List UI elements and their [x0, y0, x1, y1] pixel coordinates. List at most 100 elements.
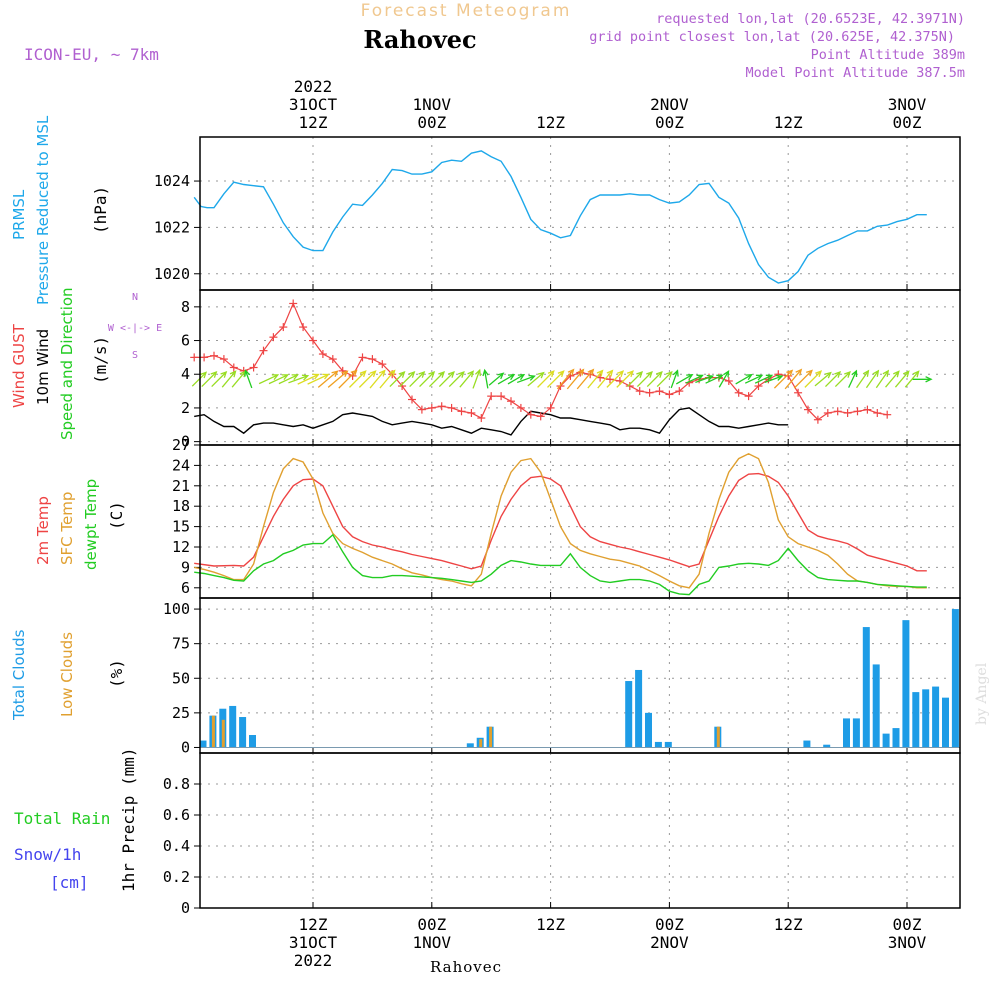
side-label-snow: Snow/1h [14, 845, 81, 864]
wind-arrow [497, 373, 516, 385]
wind-arrow [482, 368, 489, 389]
y-tick-label: 12 [172, 538, 190, 556]
wind-arrow-shaft [764, 375, 783, 384]
gust-point [536, 412, 545, 421]
wind-arrow-shaft [904, 370, 920, 388]
bottom-hour-label: 00Z [893, 915, 922, 934]
wind-arrow-shaft [349, 370, 367, 388]
wind-arrow-head [229, 370, 237, 378]
wind-arrow [556, 368, 575, 390]
wind-arrow-head [517, 373, 526, 381]
wind-arrow [646, 370, 663, 388]
wind-arrow-shaft [566, 369, 584, 390]
side-label-wind: 10m Wind [34, 329, 52, 405]
bar-total-clouds [645, 712, 652, 748]
panel-2: 6 9 12 15 18 21 24 27 2m Temp SFC Temp dewpt Temp (… [34, 436, 961, 599]
y-tick-label: 0.2 [163, 868, 190, 886]
side-label-prmsl: PRMSL [10, 189, 28, 240]
wind-arrow [885, 370, 900, 388]
wind-arrow [399, 370, 416, 388]
wind-arrow-head [596, 369, 604, 377]
series-dewpt [194, 533, 927, 596]
point-altitude: Point Altitude 389m [811, 47, 965, 63]
wind-arrow-head [369, 370, 377, 378]
side-label-total-clouds: Total Clouds [10, 629, 28, 721]
y-tick-label: 15 [172, 518, 190, 536]
bottom-date-label: 2NOV [650, 933, 689, 952]
bar-total-clouds [892, 728, 900, 748]
bar-total-clouds [229, 705, 237, 748]
gust-point [606, 375, 614, 384]
wind-arrow-shaft [856, 370, 869, 389]
wind-arrow-shaft [507, 374, 525, 385]
wind-arrow-shaft [379, 370, 396, 389]
wind-arrow-shaft [894, 370, 910, 388]
wind-arrow-shaft [258, 374, 279, 385]
bar-total-clouds [862, 627, 870, 748]
wind-arrow-head [359, 370, 367, 378]
wind-arrow-shaft [472, 369, 481, 389]
gust-point [477, 414, 486, 423]
bar-low-clouds [221, 719, 225, 748]
wind-arrow-shaft [317, 370, 338, 388]
bar-total-clouds [239, 717, 247, 748]
wind-arrow [258, 374, 280, 385]
gust-point [249, 363, 258, 372]
y-tick-label: 0.8 [163, 775, 190, 793]
wind-arrow-shaft [191, 371, 207, 387]
gust-point [843, 408, 852, 417]
wind-arrow-head [408, 370, 416, 378]
bottom-year-label: 2022 [294, 951, 333, 970]
gust-point [457, 407, 466, 416]
wind-arrow-head [474, 368, 481, 377]
compass-s: S [132, 350, 138, 361]
wind-arrow [825, 370, 842, 388]
bar-total-clouds [872, 664, 880, 748]
side-label-gust: Wind GUST [10, 323, 28, 408]
bar-total-clouds [882, 733, 890, 748]
y-tick-label: 24 [172, 456, 190, 474]
y-tick-label: 0 [181, 738, 190, 756]
y-tick-label: 21 [172, 477, 190, 495]
wind-arrow-head [331, 370, 339, 377]
wind-arrow-head [706, 374, 715, 381]
wind-arrow-head [312, 373, 320, 380]
wind-arrow-head [281, 374, 290, 381]
bottom-date-label: 1NOV [413, 933, 452, 952]
gust-point [744, 392, 753, 401]
bar-total-clouds [951, 609, 959, 748]
gust-point [467, 408, 476, 417]
gust-point [219, 355, 228, 364]
y-tick-label: 9 [181, 558, 190, 576]
gust-point [754, 382, 763, 391]
y-tick-label: 27 [172, 436, 190, 454]
gust-point [309, 336, 317, 345]
top-hour-label: 00Z [655, 113, 684, 132]
bar-total-clouds [466, 743, 474, 748]
gust-point [853, 407, 862, 416]
wind-arrow-shaft [705, 374, 723, 384]
wind-arrow-head [291, 374, 299, 381]
wind-arrow-head [341, 370, 349, 377]
side-label-low-clouds: Low Clouds [58, 632, 76, 717]
gust-point [408, 395, 416, 404]
wind-arrow-head [350, 369, 358, 377]
wind-arrow-shaft [606, 370, 624, 388]
wind-arrow-head [577, 368, 585, 376]
wind-arrow [409, 370, 426, 388]
wind-arrow-head [398, 370, 406, 378]
panel-frame [199, 444, 961, 599]
product-title: Forecast Meteogram [361, 1, 572, 21]
wind-arrow [297, 373, 320, 385]
wind-arrow [358, 370, 377, 388]
panel-frame [199, 136, 961, 291]
wind-arrow [764, 374, 784, 384]
compass-we: W <-|-> E [108, 323, 162, 334]
wind-arrow [438, 370, 455, 388]
wind-arrow-head [537, 371, 545, 379]
wind-arrow-shaft [784, 369, 802, 390]
y-tick-label: 6 [181, 579, 190, 597]
wind-arrow-head [567, 368, 575, 376]
gust-point [437, 402, 446, 411]
wind-arrow-shaft [718, 371, 730, 388]
